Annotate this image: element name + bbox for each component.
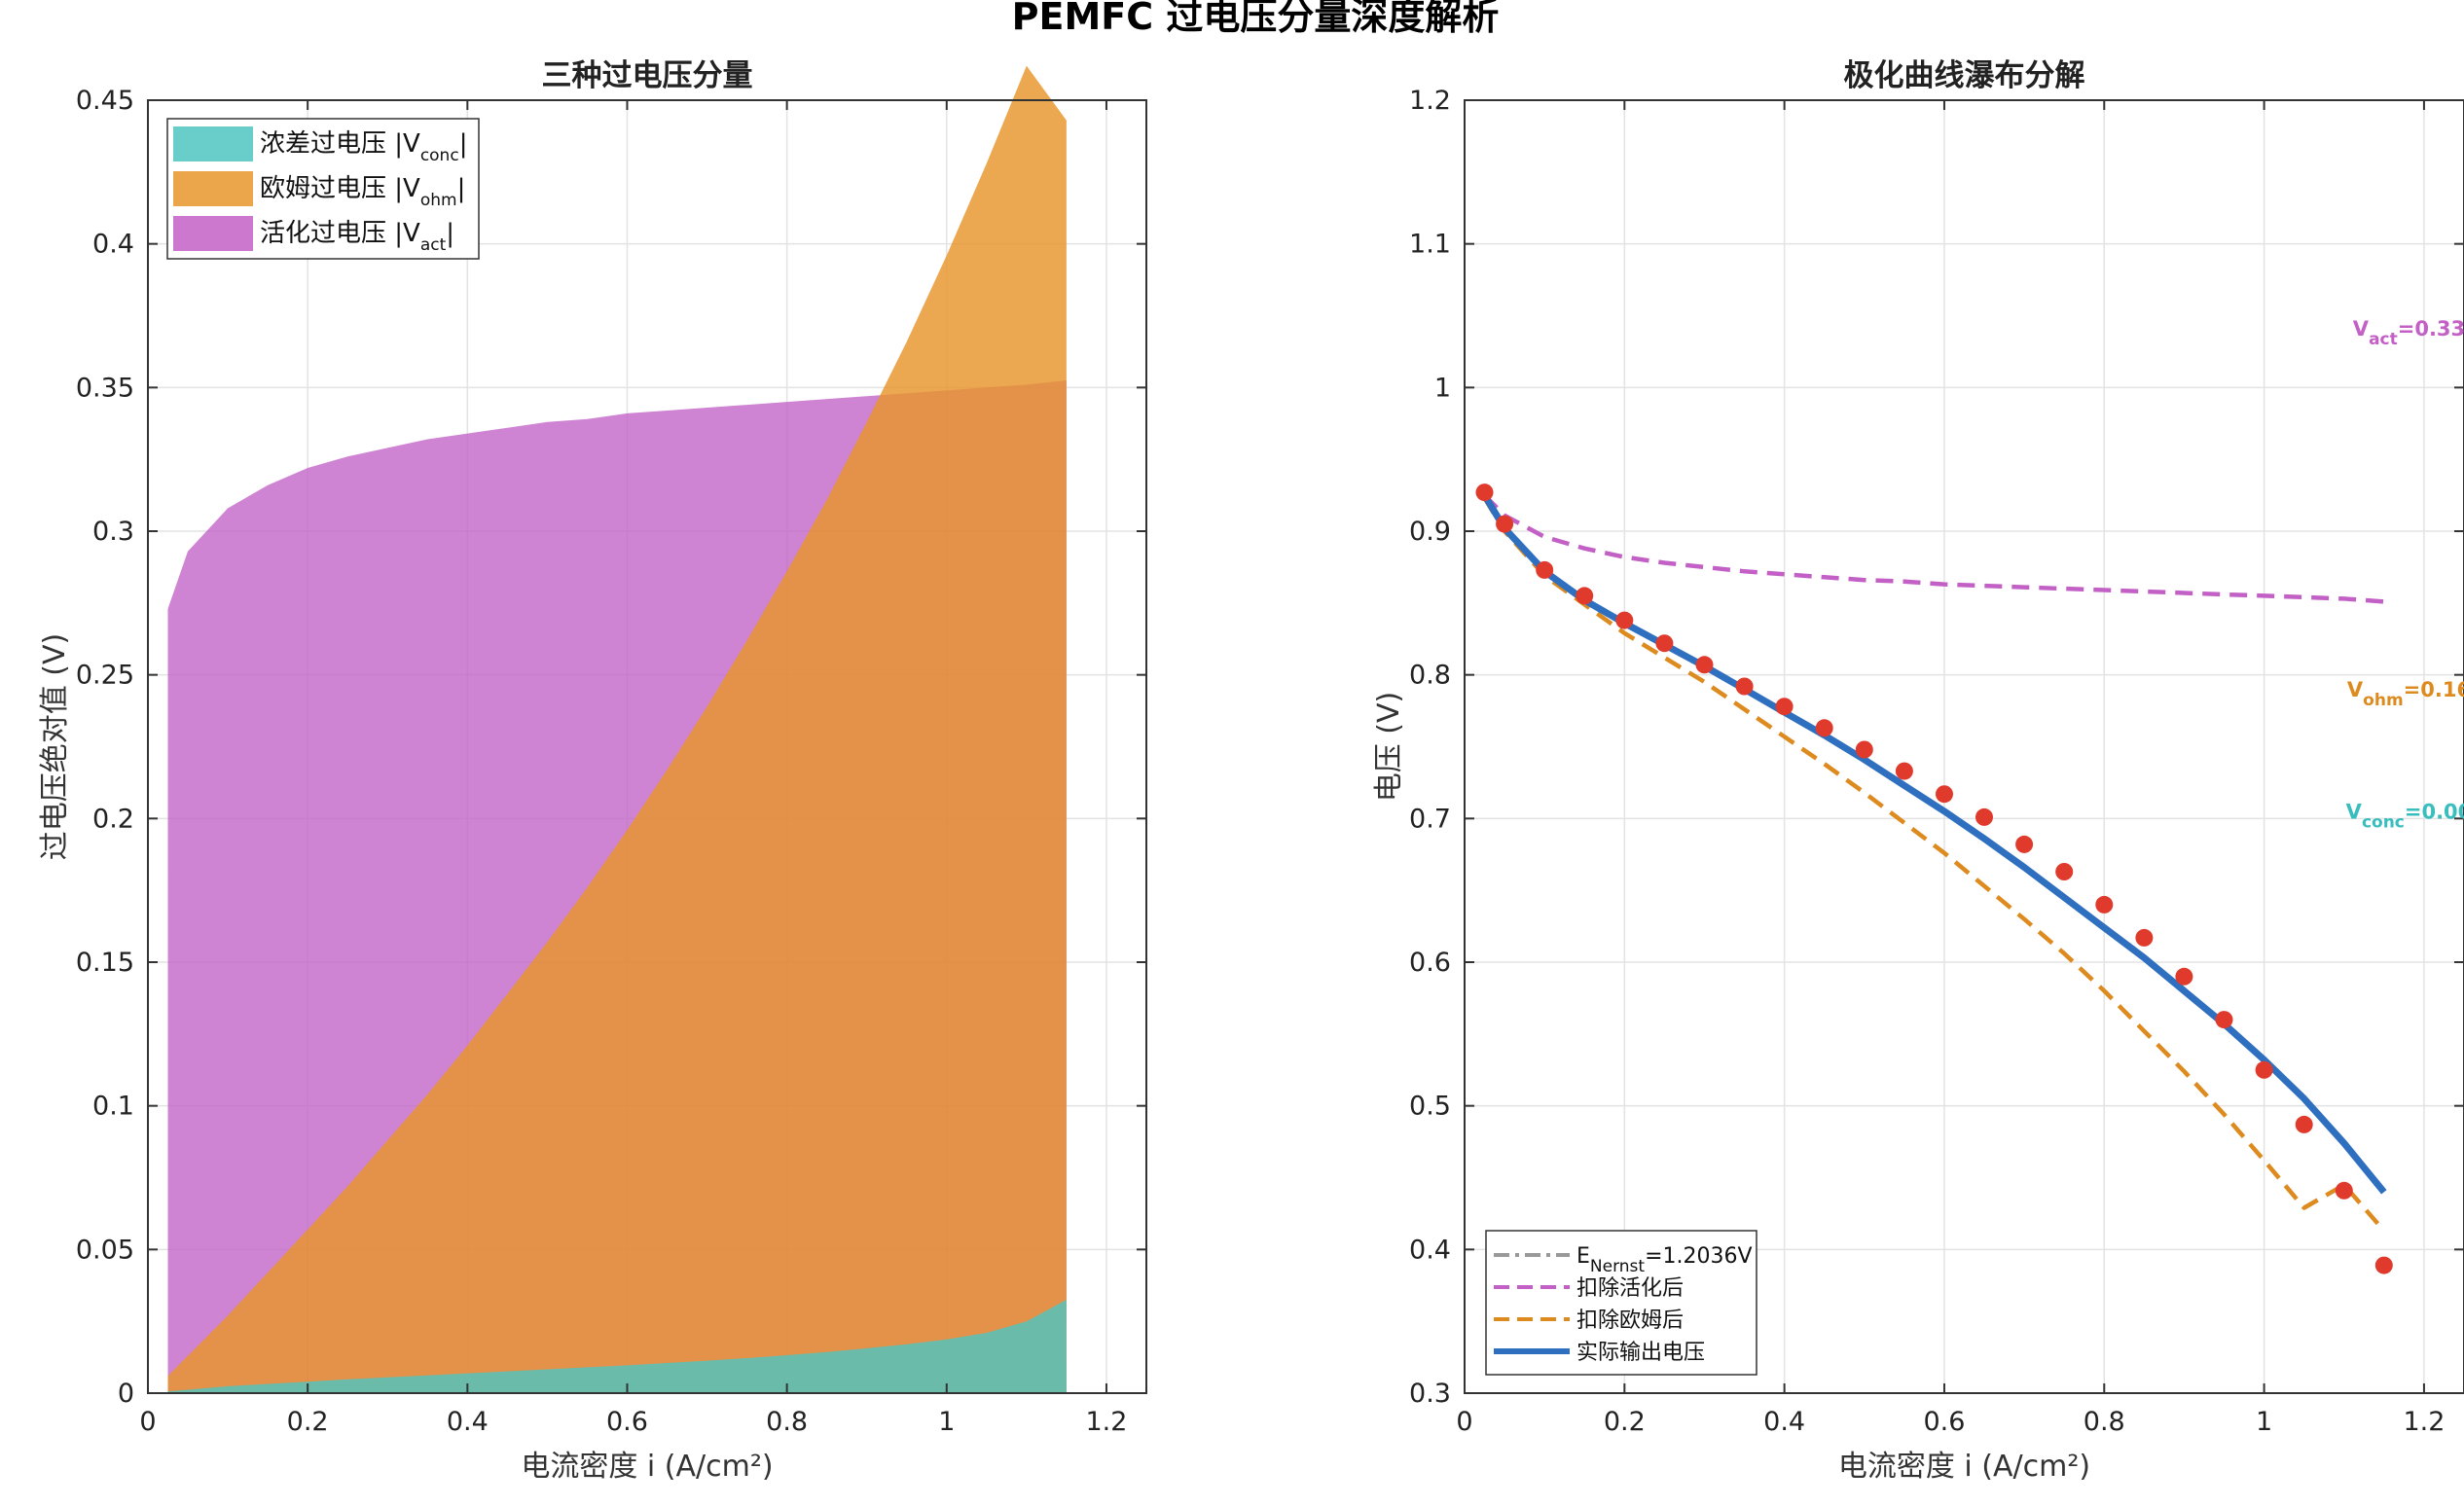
right-ytick-label: 1.1	[1409, 230, 1451, 260]
left-ytick-label: 0.45	[76, 86, 134, 116]
right-ytick-label: 1.2	[1409, 86, 1451, 116]
left-ytick-label: 0.1	[92, 1092, 134, 1122]
left-xtick-label: 0.2	[287, 1407, 329, 1437]
measured-point	[1815, 719, 1833, 737]
legend-label-3: 实际输出电压	[1576, 1341, 1705, 1365]
right-axes-frame	[1464, 99, 2464, 1394]
measured-point	[1695, 656, 1714, 674]
area-conc	[167, 1300, 1067, 1393]
measured-point	[1576, 587, 1594, 605]
polarization-waterfall-chart: 0 0.2 0.4 0.6 0.8 1 1.2 0.3 0.4 0.5 0.6 0.7 0.8 0.9 1 1…	[1372, 58, 2464, 1484]
measured-point	[1895, 762, 1913, 780]
legend-swatch-conc	[173, 126, 253, 161]
figure-suptitle: PEMFC 过电压分量深度解析	[1012, 0, 1500, 38]
left-axes-frame	[147, 99, 1147, 1394]
legend-swatch-ohm	[173, 171, 253, 206]
left-xtick-label: 1.2	[1085, 1407, 1127, 1437]
measured-point	[1735, 677, 1754, 696]
left-ytick-label: 0.05	[76, 1235, 134, 1265]
left-xtick-label: 0.8	[766, 1407, 808, 1437]
right-ytick-label: 0.6	[1409, 948, 1451, 978]
right-xtick-label: 0.2	[1604, 1407, 1646, 1437]
left-ytick-label: 0.4	[92, 230, 134, 260]
annotation-conc: Vconc=0.007V	[2346, 800, 2464, 832]
measured-point	[1775, 698, 1794, 716]
left-title: 三种过电压分量	[542, 58, 753, 93]
measured-point	[2374, 1256, 2393, 1274]
right-xtick-label: 0.8	[2084, 1407, 2125, 1437]
measured-point	[2215, 1011, 2233, 1029]
measured-point	[2055, 863, 2074, 880]
right-ytick-label: 0.7	[1409, 804, 1451, 834]
line-after_ohm	[1482, 496, 2386, 1233]
left-ytick-label: 0.25	[76, 661, 134, 691]
right-xtick-label: 0.4	[1763, 1407, 1805, 1437]
right-plot-area	[1465, 100, 2464, 1393]
measured-point	[1936, 785, 1953, 804]
measured-point	[2015, 835, 2034, 853]
measured-point	[1855, 740, 1873, 759]
right-ytick-label: 0.5	[1409, 1092, 1451, 1122]
measured-point	[2295, 1115, 2313, 1133]
annotation-act: Vact=0.339V	[2353, 317, 2464, 349]
left-ytick-label: 0.35	[76, 373, 134, 403]
left-ytick-label: 0	[118, 1379, 134, 1409]
right-title: 极化曲线瀑布分解	[1844, 58, 2085, 93]
left-xtick-label: 0.6	[606, 1407, 648, 1437]
left-xtick-label: 1	[938, 1407, 955, 1437]
right-xtick-label: 1.2	[2403, 1407, 2445, 1437]
right-xtick-label: 0	[1456, 1407, 1472, 1437]
legend-label-act: 活化过电压 |Vact|	[260, 219, 454, 255]
measured-point	[1496, 515, 1514, 533]
measured-point	[1536, 560, 1554, 579]
measured-point	[2175, 967, 2193, 986]
measured-point	[2335, 1181, 2353, 1200]
area-ohm	[167, 65, 1067, 1394]
right-ytick-label: 0.8	[1409, 661, 1451, 691]
right-ytick-label: 1	[1434, 373, 1451, 403]
left-xtick-label: 0	[139, 1407, 156, 1437]
annotation-ohm: Vohm=0.164V	[2347, 678, 2464, 710]
right-xlabel: 电流密度 i (A/cm²)	[1838, 1450, 2090, 1484]
measured-point	[2095, 895, 2114, 914]
legend-label-2: 扣除欧姆后	[1576, 1309, 1684, 1333]
measured-point	[1975, 807, 1993, 826]
left-xlabel: 电流密度 i (A/cm²)	[521, 1450, 773, 1484]
legend-label-0: ENernst=1.2036V	[1576, 1244, 1753, 1276]
left-ytick-label: 0.2	[92, 804, 134, 834]
measured-point	[1655, 634, 1674, 653]
legend-label-1: 扣除活化后	[1576, 1276, 1684, 1301]
left-ytick-label: 0.3	[92, 517, 134, 547]
right-xtick-label: 1	[2256, 1407, 2272, 1437]
right-ylabel: 电压 (V)	[1372, 692, 1406, 802]
right-xtick-label: 0.6	[1923, 1407, 1965, 1437]
measured-point	[2255, 1060, 2273, 1079]
legend-label-ohm: 欧姆过电压 |Vohm|	[260, 174, 465, 210]
legend-label-conc: 浓差过电压 |Vconc|	[260, 129, 467, 165]
legend-swatch-act	[173, 216, 253, 251]
right-ytick-label: 0.9	[1409, 517, 1451, 547]
line-after_act	[1482, 493, 2384, 604]
left-ylabel: 过电压绝对值 (V)	[38, 633, 72, 860]
measured-point	[1615, 611, 1634, 629]
left-legend: 浓差过电压 |Vconc| 欧姆过电压 |Vohm| 活化过电压 |Vact|	[166, 118, 480, 260]
overvoltage-area-chart: 0 0.2 0.4 0.6 0.8 1 1.2 0 0.05 0.1 0.15 0.2 0.25 0.3 0…	[38, 58, 1147, 1484]
left-ytick-label: 0.15	[76, 948, 134, 978]
left-xtick-label: 0.4	[447, 1407, 489, 1437]
measured-point	[2135, 928, 2154, 947]
right-ytick-label: 0.3	[1409, 1379, 1451, 1409]
measured-point	[1475, 484, 1494, 502]
right-ytick-label: 0.4	[1409, 1235, 1451, 1265]
